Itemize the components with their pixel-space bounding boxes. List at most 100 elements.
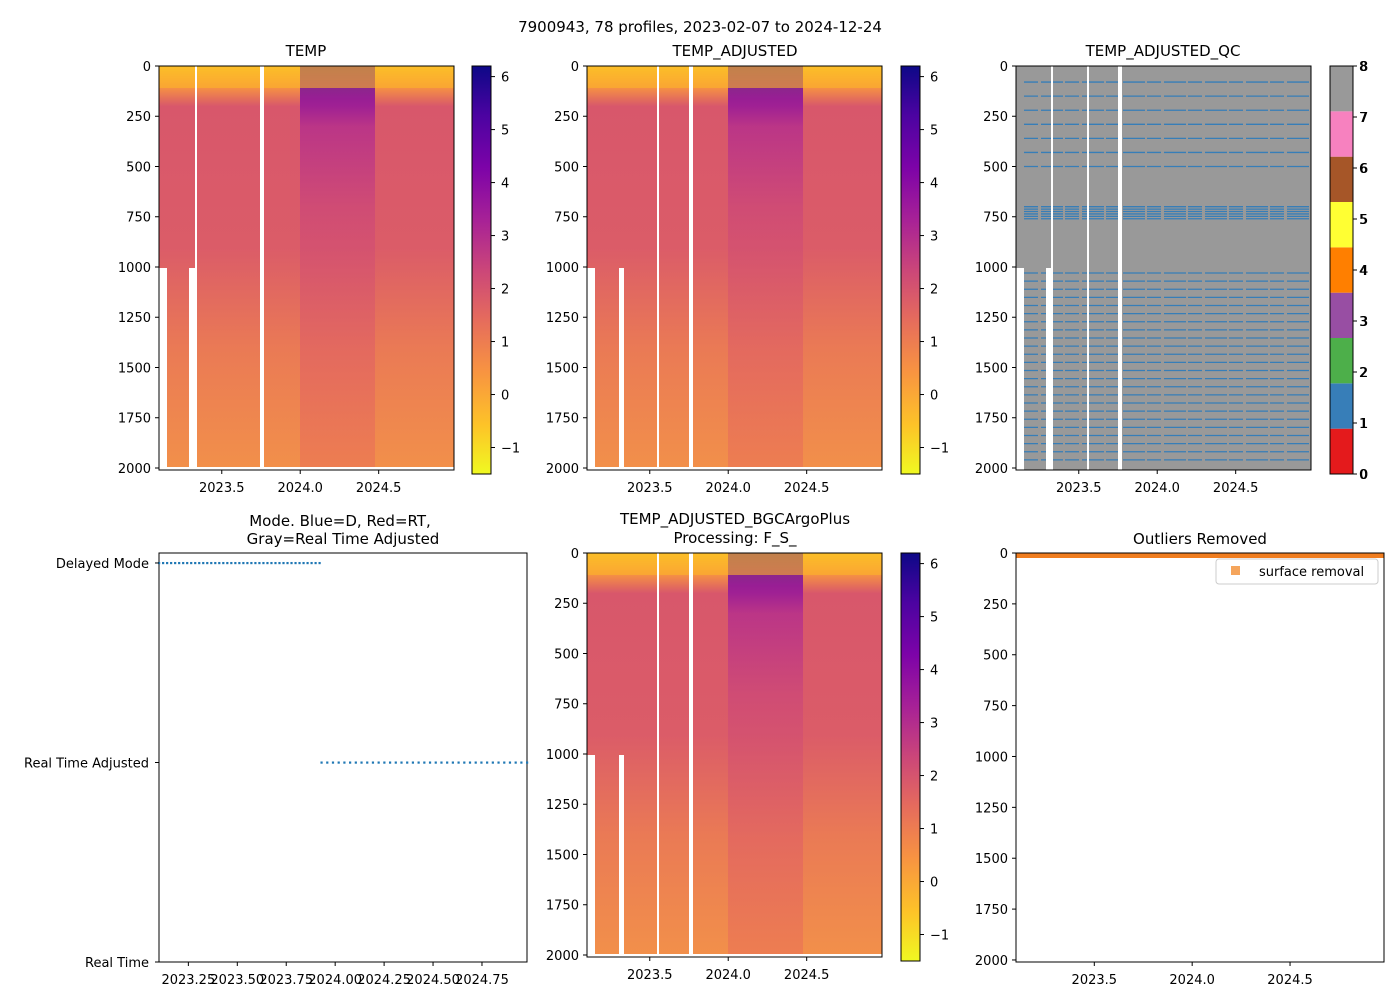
temp-adjusted-y-tick-label: 0 xyxy=(571,60,579,75)
qc-colorbar-tick-label: 3 xyxy=(1360,315,1368,330)
temp-bgc-y-tick-label: 1500 xyxy=(546,848,579,863)
mode-point xyxy=(234,561,237,565)
qc-colorbar-segment xyxy=(1330,292,1353,338)
temp-y-tick-label: 1250 xyxy=(118,311,151,326)
panel-temp-bgc-axes: 2023.5 2024.0 2024.5 0 250 500 750 1000 1250 1500… xyxy=(546,547,830,983)
temp-colorbar-tick-label: 1 xyxy=(501,336,509,351)
temp-y-tick-label: 1000 xyxy=(118,261,151,276)
panel-mode-axes: 2023.252023.502023.752024.002024.252024.… xyxy=(24,557,509,988)
temp-adjusted-data-gap-1 xyxy=(587,268,595,470)
temp-qc-data-gap-5 xyxy=(1118,66,1122,470)
temp-bgc-colorbar-tick-label: −1 xyxy=(930,929,949,944)
panel-temp-qc-frame xyxy=(1015,65,1312,471)
mode-point xyxy=(186,561,189,565)
temp-qc-x-tick-label: 2024.0 xyxy=(1134,481,1180,496)
outliers-y-tick-label: 750 xyxy=(983,700,1008,715)
mode-point xyxy=(428,761,432,764)
mode-point xyxy=(508,761,512,764)
temp-y-tick-label: 1500 xyxy=(118,361,151,376)
temp-qc-data-gap-2 xyxy=(1046,268,1051,470)
panel-temp-qc-axes: 2023.5 2024.0 2024.5 0 250 500 750 1000 1250 1500… xyxy=(975,60,1259,496)
temp-qc-colorbar-tick-label: 3 xyxy=(1359,315,1367,330)
temp-bgc-colorbar-tick-label: 3 xyxy=(930,717,938,732)
temp-qc-colorbar-tick-label: 4 xyxy=(1359,264,1367,279)
temp-bgc-bottom-edge xyxy=(587,954,882,958)
qc-colorbar-tick-label: 4 xyxy=(1360,264,1368,279)
mode-point xyxy=(182,561,185,565)
mode-point xyxy=(262,561,265,565)
mode-x-tick-label: 2023.75 xyxy=(259,973,313,988)
temp-bgc-heatmap xyxy=(587,553,882,958)
outliers-y-tick-label: 1000 xyxy=(975,750,1008,765)
mode-point xyxy=(400,761,403,764)
panel-temp-adjusted-title: TEMP_ADJUSTED xyxy=(671,42,797,61)
mode-points xyxy=(158,561,529,764)
temp-bgc-y-tick-label: 1750 xyxy=(546,899,579,914)
mode-point xyxy=(302,561,305,565)
temp-qc-colorbar-tick-label: 1 xyxy=(1359,417,1367,432)
outliers-y-tick-label: 1250 xyxy=(975,801,1008,816)
temp-bgc-y-tick-label: 0 xyxy=(571,547,579,562)
temp-adjusted-x-tick-label: 2023.5 xyxy=(627,481,673,496)
temp-qc-y-tick-label: 1250 xyxy=(975,311,1008,326)
mode-point xyxy=(440,761,443,764)
mode-point xyxy=(194,561,197,565)
mode-point xyxy=(497,761,500,764)
temp-adjusted-y-tick-label: 1250 xyxy=(546,311,579,326)
outliers-legend-swatch xyxy=(1231,566,1240,575)
mode-point xyxy=(318,561,321,565)
mode-point xyxy=(360,761,363,764)
temp-qc-y-tick-label: 0 xyxy=(1000,60,1008,75)
mode-point xyxy=(434,761,437,764)
temp-y-tick-label: 500 xyxy=(126,160,151,175)
mode-x-tick-label: 2024.25 xyxy=(357,973,411,988)
panel-temp-bgc-colorbar: 6 5 4 3 2 1 0 −1 xyxy=(900,552,949,962)
temp-bgc-colorbar-tick-label: 2 xyxy=(930,770,938,785)
temp-adjusted-bottom-edge xyxy=(587,467,882,471)
temp-bgc-colorbar-tick-label: 6 xyxy=(930,558,938,573)
temp-qc-y-tick-label: 500 xyxy=(983,160,1008,175)
mode-point xyxy=(222,561,225,565)
temp-y-tick-label: 1750 xyxy=(118,412,151,427)
temp-adjusted-heatmap xyxy=(587,66,882,471)
temp-y-tick-label: 250 xyxy=(126,110,151,125)
temp-y-tick-label: 750 xyxy=(126,211,151,226)
temp-qc-data-gap-1 xyxy=(1016,268,1024,470)
temp-colorbar-tick-label: −1 xyxy=(501,442,520,457)
temp-data-gap-3 xyxy=(195,66,197,470)
mode-point xyxy=(226,561,229,565)
temp-adjusted-x-tick-label: 2024.0 xyxy=(705,481,751,496)
qc-colorbar-tick-label: 2 xyxy=(1360,366,1368,381)
qc-colorbar-tick-label: 0 xyxy=(1360,468,1368,483)
temp-data-gap-2 xyxy=(189,268,195,470)
temp-qc-colorbar-tick-label: 5 xyxy=(1359,213,1367,228)
mode-point xyxy=(210,561,213,565)
mode-point xyxy=(190,561,193,565)
qc-colorbar-tick-label: 1 xyxy=(1360,417,1368,432)
mode-point xyxy=(337,761,340,764)
mode-point xyxy=(451,761,454,764)
qc-colorbar-segment xyxy=(1330,111,1353,157)
mode-point xyxy=(178,561,181,565)
mode-point xyxy=(514,761,517,764)
panel-temp-colorbar: 6 5 4 3 2 1 0 −1 xyxy=(471,65,520,475)
mode-point xyxy=(170,561,173,565)
panel-temp-adjusted-colorbar: 6 5 4 3 2 1 0 −1 xyxy=(900,65,949,475)
temp-bgc-colorbar-scale xyxy=(900,552,921,962)
mode-point xyxy=(286,561,289,565)
outliers-x-tick-label: 2024.0 xyxy=(1169,973,1215,988)
temp-bgc-colorbar-tick-label: 5 xyxy=(930,611,938,626)
temp-colorbar-tick-label: 3 xyxy=(501,230,509,245)
outliers-y-tick-label: 2000 xyxy=(975,954,1008,969)
temp-qc-y-tick-label: 750 xyxy=(983,211,1008,226)
temp-adjusted-colorbar-tick-label: 4 xyxy=(930,177,938,192)
qc-colorbar-segment xyxy=(1330,247,1353,293)
temp-qc-data-gap-3 xyxy=(1051,66,1053,470)
panel-temp-bgc-frame xyxy=(586,552,883,958)
outliers-y-tick-label: 1500 xyxy=(975,852,1008,867)
mode-point xyxy=(218,561,221,565)
mode-point xyxy=(480,761,483,764)
mode-point xyxy=(274,561,277,565)
